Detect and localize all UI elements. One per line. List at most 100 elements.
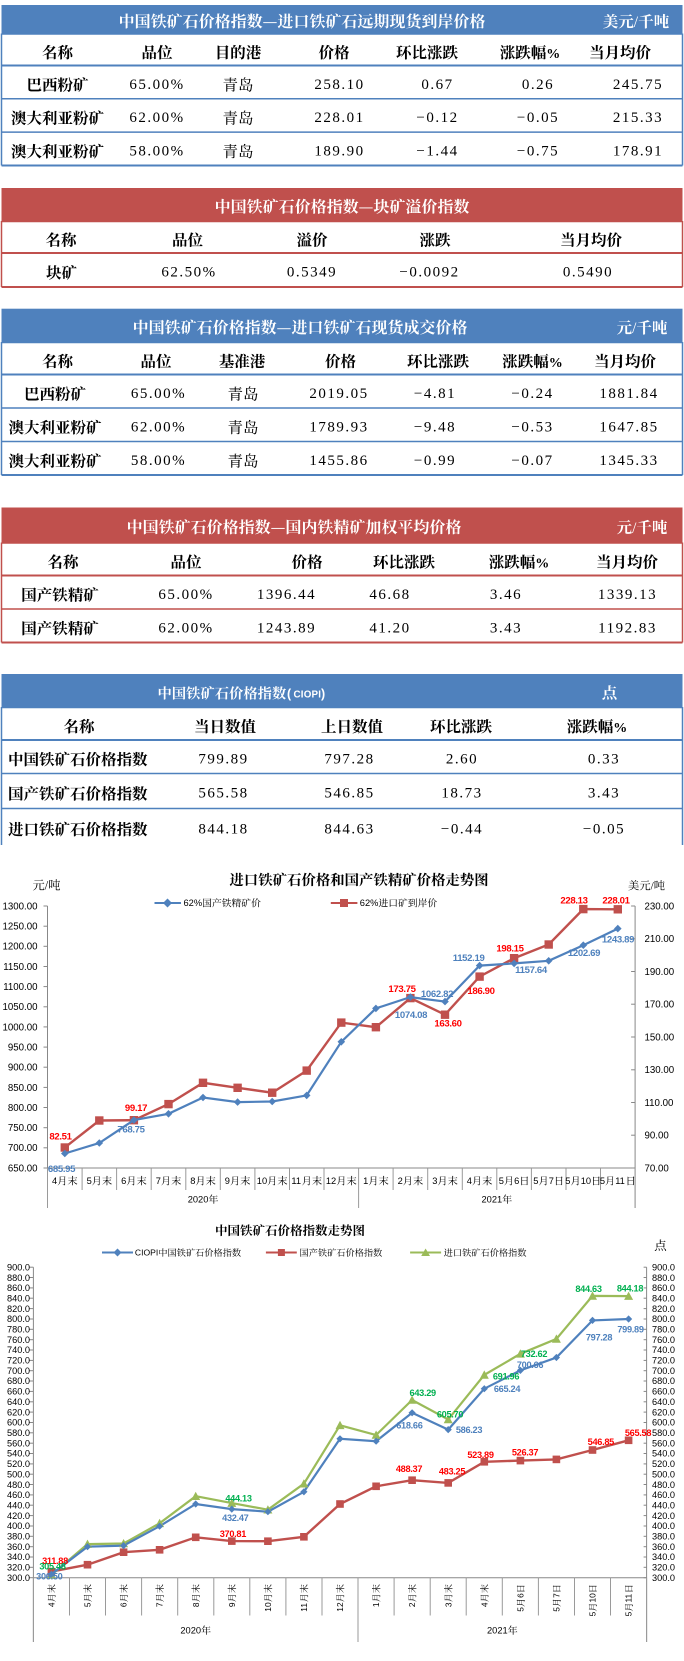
svg-text:440.0: 440.0 xyxy=(7,1501,30,1511)
svg-text:(: ( xyxy=(287,687,292,701)
svg-text:580.0: 580.0 xyxy=(652,1428,675,1438)
svg-text:797.28: 797.28 xyxy=(324,752,374,768)
svg-text:62.50%: 62.50% xyxy=(161,265,216,281)
svg-text:1455.86: 1455.86 xyxy=(309,453,368,469)
svg-text:520.0: 520.0 xyxy=(7,1459,30,1469)
svg-text:5: 5 xyxy=(552,1607,562,1612)
svg-text:680.0: 680.0 xyxy=(7,1376,30,1386)
svg-text:−0.0092: −0.0092 xyxy=(399,265,459,281)
svg-text:245.75: 245.75 xyxy=(613,77,663,93)
svg-text:3: 3 xyxy=(443,1602,453,1607)
svg-text:880.0: 880.0 xyxy=(652,1273,675,1283)
svg-text:58.00%: 58.00% xyxy=(129,144,184,160)
svg-text:6: 6 xyxy=(119,1602,129,1607)
svg-text:740.0: 740.0 xyxy=(652,1345,675,1355)
svg-text:306.50: 306.50 xyxy=(36,1572,62,1582)
svg-text:560.0: 560.0 xyxy=(7,1438,30,1448)
svg-text:5: 5 xyxy=(533,1176,538,1186)
svg-text:0.33: 0.33 xyxy=(588,752,620,768)
svg-text:11: 11 xyxy=(615,1176,625,1186)
svg-text:1200.00: 1200.00 xyxy=(2,942,38,953)
svg-text:5: 5 xyxy=(87,1176,92,1186)
svg-text:1339.13: 1339.13 xyxy=(598,587,657,603)
svg-text:173.75: 173.75 xyxy=(388,984,416,995)
svg-text:523.89: 523.89 xyxy=(467,1450,493,1460)
svg-text:1157.64: 1157.64 xyxy=(515,965,548,976)
svg-text:740.0: 740.0 xyxy=(7,1345,30,1355)
svg-text:1: 1 xyxy=(363,1176,368,1186)
svg-text:10: 10 xyxy=(257,1176,267,1186)
svg-text:460.0: 460.0 xyxy=(7,1490,30,1500)
svg-text:6: 6 xyxy=(514,1176,519,1186)
svg-text:768.75: 768.75 xyxy=(117,1125,145,1136)
svg-text:799.89: 799.89 xyxy=(198,752,248,768)
svg-text:618.66: 618.66 xyxy=(396,1421,422,1431)
svg-text:520.0: 520.0 xyxy=(652,1459,675,1469)
svg-text:0.5490: 0.5490 xyxy=(563,265,613,281)
svg-text:65.00%: 65.00% xyxy=(129,77,184,93)
svg-text:110.00: 110.00 xyxy=(645,1098,675,1109)
svg-text:CIOPI: CIOPI xyxy=(135,1248,158,1258)
svg-text:900.00: 900.00 xyxy=(8,1063,38,1074)
svg-text:7: 7 xyxy=(156,1176,161,1186)
svg-text:700.66: 700.66 xyxy=(517,1360,543,1370)
svg-text:732.62: 732.62 xyxy=(521,1349,547,1359)
svg-text:420.0: 420.0 xyxy=(652,1511,675,1521)
svg-text:691.96: 691.96 xyxy=(493,1372,519,1382)
svg-text:380.0: 380.0 xyxy=(7,1532,30,1542)
svg-text:1202.69: 1202.69 xyxy=(568,948,600,959)
svg-text:%: % xyxy=(535,557,549,572)
svg-text:41.20: 41.20 xyxy=(369,621,410,637)
svg-text:1050.00: 1050.00 xyxy=(2,1002,38,1013)
svg-text:62.00%: 62.00% xyxy=(158,621,213,637)
svg-text:7: 7 xyxy=(552,1593,562,1598)
svg-text:844.63: 844.63 xyxy=(324,822,374,838)
svg-text:840.0: 840.0 xyxy=(652,1294,675,1304)
svg-text:444.13: 444.13 xyxy=(225,1494,251,1504)
svg-text:2020: 2020 xyxy=(188,1194,209,1204)
svg-text:1250.00: 1250.00 xyxy=(2,922,38,933)
svg-text:680.0: 680.0 xyxy=(652,1376,675,1386)
svg-text:840.0: 840.0 xyxy=(7,1294,30,1304)
svg-text:−4.81: −4.81 xyxy=(414,386,456,402)
svg-text:1647.85: 1647.85 xyxy=(599,419,658,435)
svg-text:700.00: 700.00 xyxy=(8,1143,38,1154)
svg-text:58.00%: 58.00% xyxy=(131,453,186,469)
svg-text:90.00: 90.00 xyxy=(645,1131,670,1142)
svg-text:170.00: 170.00 xyxy=(645,1000,675,1011)
svg-text:546.85: 546.85 xyxy=(588,1437,614,1447)
svg-text:−0.12: −0.12 xyxy=(416,110,458,126)
svg-text:480.0: 480.0 xyxy=(652,1480,675,1490)
svg-text:3.43: 3.43 xyxy=(490,621,522,637)
svg-text:3: 3 xyxy=(432,1176,437,1186)
svg-text:605.70: 605.70 xyxy=(437,1410,463,1420)
svg-text:488.37: 488.37 xyxy=(396,1464,422,1474)
svg-text:820.0: 820.0 xyxy=(7,1304,30,1314)
svg-text:4: 4 xyxy=(479,1602,489,1607)
svg-text:62%: 62% xyxy=(184,898,203,908)
svg-text:500.0: 500.0 xyxy=(652,1469,675,1479)
svg-text:2021: 2021 xyxy=(487,1625,508,1635)
svg-text:12: 12 xyxy=(335,1602,345,1612)
svg-text:1000.00: 1000.00 xyxy=(2,1022,38,1033)
svg-text:1192.83: 1192.83 xyxy=(598,621,657,637)
svg-text:1100.00: 1100.00 xyxy=(3,982,38,993)
svg-text:1243.89: 1243.89 xyxy=(257,621,316,637)
svg-text:7: 7 xyxy=(549,1176,554,1186)
svg-text:900.0: 900.0 xyxy=(7,1262,30,1272)
svg-text:640.0: 640.0 xyxy=(652,1397,675,1407)
svg-text:): ) xyxy=(321,687,325,701)
svg-text:1074.08: 1074.08 xyxy=(395,1010,428,1021)
svg-text:0.26: 0.26 xyxy=(522,77,554,93)
svg-text:228.13: 228.13 xyxy=(560,896,587,907)
svg-text:685.95: 685.95 xyxy=(48,1164,76,1175)
svg-text:560.0: 560.0 xyxy=(652,1438,675,1448)
svg-text:6: 6 xyxy=(121,1176,126,1186)
svg-text:4: 4 xyxy=(467,1176,472,1186)
svg-text:230.00: 230.00 xyxy=(645,901,675,912)
svg-text:11: 11 xyxy=(624,1593,634,1602)
svg-text:860.0: 860.0 xyxy=(7,1283,30,1293)
svg-text:797.28: 797.28 xyxy=(586,1333,612,1343)
svg-text:760.0: 760.0 xyxy=(652,1335,675,1345)
svg-text:660.0: 660.0 xyxy=(7,1387,30,1397)
